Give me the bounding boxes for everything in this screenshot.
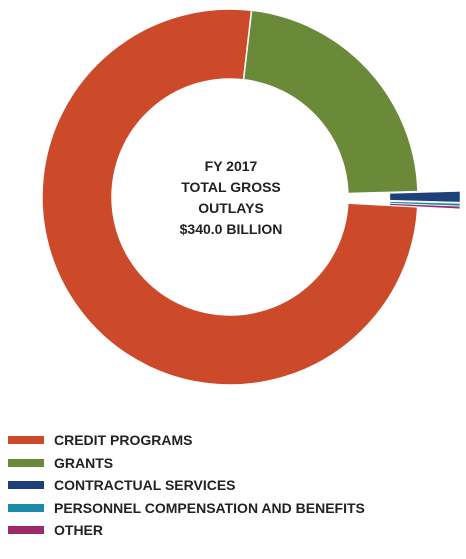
center-label-line-3: OUTLAYS — [198, 200, 264, 216]
center-label-line-4: $340.0 BILLION — [180, 221, 283, 237]
legend-item-credit-programs: CREDIT PROGRAMS — [8, 429, 365, 452]
legend: CREDIT PROGRAMS GRANTS CONTRACTUAL SERVI… — [8, 429, 365, 542]
legend-item-other: OTHER — [8, 519, 365, 542]
legend-item-personnel-compensation: PERSONNEL COMPENSATION AND BENEFITS — [8, 497, 365, 520]
center-label-line-1: FY 2017 — [205, 158, 258, 174]
legend-label-other: OTHER — [54, 522, 103, 539]
donut-chart: FY 2017 TOTAL GROSS OUTLAYS $340.0 BILLI… — [41, 8, 461, 386]
donut-slices — [41, 8, 461, 386]
legend-label-grants: GRANTS — [54, 454, 114, 471]
legend-label-contractual-services: CONTRACTUAL SERVICES — [54, 477, 236, 494]
slice-contractual-services — [389, 191, 461, 203]
slice-other — [389, 203, 461, 209]
legend-swatch-other — [8, 526, 44, 535]
center-label-line-2: TOTAL GROSS — [181, 179, 281, 195]
legend-label-personnel-compensation: PERSONNEL COMPENSATION AND BENEFITS — [54, 499, 365, 516]
slice-credit-programs — [41, 8, 419, 386]
legend-item-contractual-services: CONTRACTUAL SERVICES — [8, 474, 365, 497]
legend-label-credit-programs: CREDIT PROGRAMS — [54, 432, 193, 449]
legend-item-grants: GRANTS — [8, 452, 365, 475]
legend-swatch-grants — [8, 458, 44, 467]
legend-swatch-contractual-services — [8, 481, 44, 490]
slice-personnel-compensation-and-benefits — [389, 201, 461, 207]
legend-swatch-credit-programs — [8, 436, 44, 445]
legend-swatch-personnel-compensation — [8, 503, 44, 512]
slice-grants — [242, 9, 419, 195]
